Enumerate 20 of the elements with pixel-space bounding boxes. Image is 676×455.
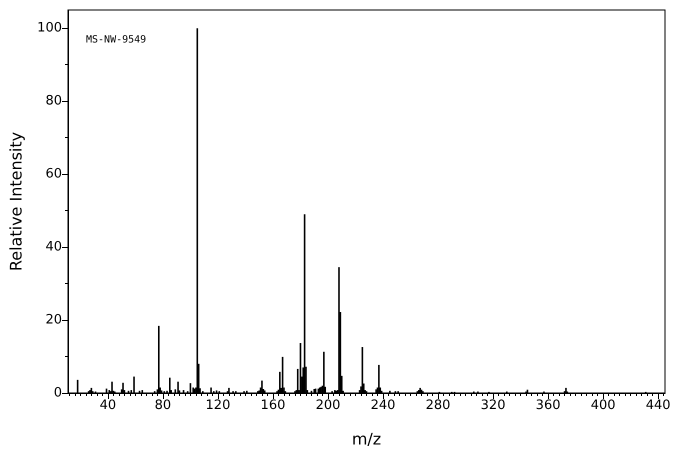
y-tick-label: 60 bbox=[45, 166, 62, 182]
x-tick-label: 40 bbox=[100, 398, 116, 413]
x-tick-label: 120 bbox=[206, 398, 230, 413]
x-axis-title: m/z bbox=[352, 430, 382, 448]
annotation: MS-NW-9549 bbox=[86, 34, 146, 46]
x-tick-label: 440 bbox=[646, 398, 671, 413]
y-tick-label: 100 bbox=[37, 20, 62, 36]
y-tick-label: 20 bbox=[45, 312, 62, 328]
x-tick-label: 280 bbox=[426, 398, 450, 413]
x-tick-label: 400 bbox=[590, 398, 616, 413]
y-tick-label: 80 bbox=[45, 94, 62, 109]
x-tick-label: 240 bbox=[370, 398, 396, 413]
x-tick-label: 360 bbox=[536, 398, 560, 413]
x-tick-label: 80 bbox=[154, 398, 172, 413]
y-axis-title: Relative Intensity bbox=[6, 132, 26, 272]
x-tick-label: 320 bbox=[480, 398, 506, 413]
y-tick-label: 40 bbox=[45, 240, 62, 255]
x-tick-label: 200 bbox=[316, 398, 340, 413]
x-tick-label: 160 bbox=[260, 398, 286, 413]
y-tick-label: 0 bbox=[54, 386, 62, 400]
